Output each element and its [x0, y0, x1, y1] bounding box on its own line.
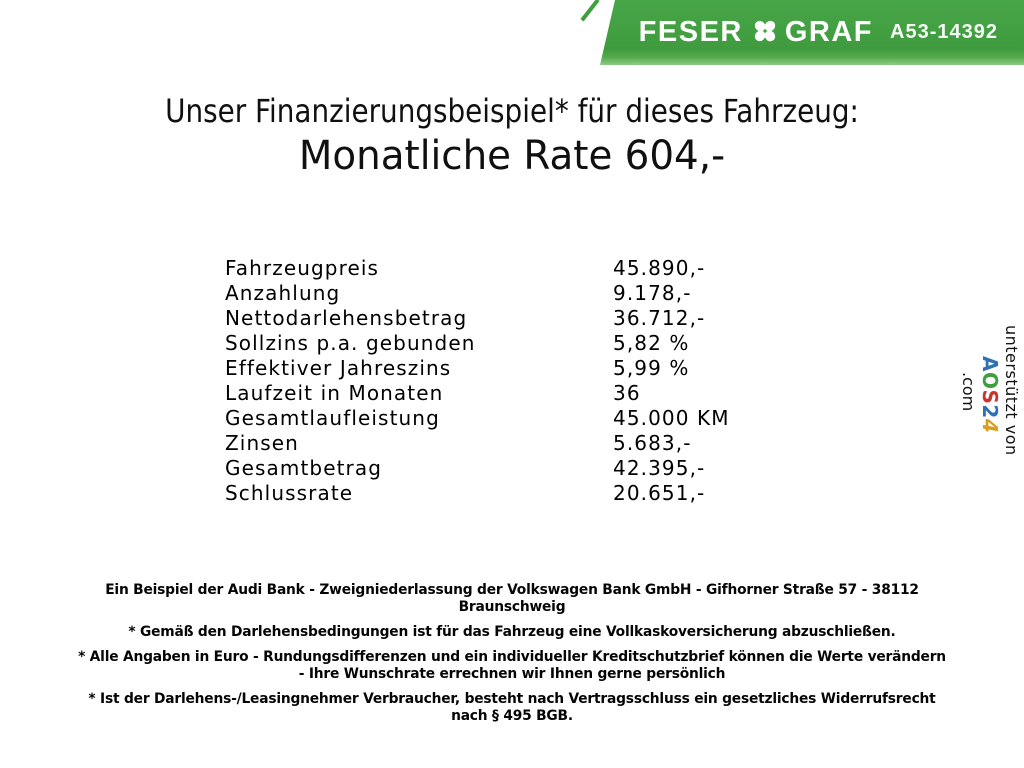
- banner-accent-stripe: [580, 0, 600, 22]
- aos24-domain-suffix: .com: [959, 372, 978, 412]
- aos24-letter-a: A: [978, 356, 1002, 373]
- finance-value: 45.890,-: [613, 256, 706, 280]
- footer-line: nach § 495 BGB.: [451, 708, 573, 724]
- footer-line: Ein Beispiel der Audi Bank - Zweignieder…: [105, 582, 919, 598]
- finance-label: Laufzeit in Monaten: [225, 381, 444, 405]
- supported-by-label: unterstützt von: [1002, 324, 1021, 456]
- aos24-letter-o: O: [978, 372, 1002, 390]
- table-row: Schlussrate 20.651,-: [225, 481, 730, 506]
- table-row: Nettodarlehensbetrag 36.712,-: [225, 306, 730, 331]
- finance-value: 9.178,-: [613, 281, 692, 305]
- brand-graf: GRAF: [784, 16, 874, 48]
- aos24-digit-2: 2: [978, 404, 1002, 420]
- finance-label: Nettodarlehensbetrag: [225, 306, 468, 330]
- footer-paragraph-bank: Ein Beispiel der Audi Bank - Zweignieder…: [0, 582, 1024, 616]
- finance-value: 5,99 %: [613, 356, 690, 380]
- table-row: Gesamtlaufleistung 45.000 KM: [225, 406, 730, 431]
- finance-label: Effektiver Jahreszins: [225, 356, 452, 380]
- title-block: Unser Finanzierungsbeispiel* für dieses …: [0, 92, 1024, 179]
- supported-by-sidebar: unterstützt von AOS24 .com: [959, 240, 1021, 540]
- footer-paragraph-widerruf: * Ist der Darlehens-/Leasingnehmer Verbr…: [0, 691, 1024, 725]
- footer-line: - Ihre Wunschrate errechnen wir Ihnen ge…: [298, 666, 726, 682]
- finance-value: 42.395,-: [613, 456, 706, 480]
- brand-feser: FESER: [638, 16, 743, 48]
- finance-label: Schlussrate: [225, 481, 354, 505]
- table-row: Gesamtbetrag 42.395,-: [225, 456, 730, 481]
- finance-value: 36.712,-: [613, 306, 706, 330]
- aos24-digit-4: 4: [978, 419, 1002, 434]
- finance-value: 36: [613, 381, 641, 405]
- finance-label: Fahrzeugpreis: [225, 256, 380, 280]
- table-row: Fahrzeugpreis 45.890,-: [225, 256, 730, 281]
- table-row: Laufzeit in Monaten 36: [225, 381, 730, 406]
- vehicle-id: A53-14392: [890, 21, 998, 43]
- monthly-rate-title: Monatliche Rate 604,-: [298, 133, 726, 179]
- aos24-logo: AOS24: [978, 356, 1002, 433]
- page-title: Unser Finanzierungsbeispiel* für dieses …: [165, 92, 859, 130]
- finance-table: Fahrzeugpreis 45.890,- Anzahlung 9.178,-…: [225, 256, 730, 506]
- clover-icon: [752, 18, 778, 48]
- finance-label: Gesamtlaufleistung: [225, 406, 440, 430]
- finance-label: Gesamtbetrag: [225, 456, 383, 480]
- finance-label: Zinsen: [225, 431, 299, 455]
- finance-label: Anzahlung: [225, 281, 341, 305]
- brand-banner: FESER GRAF A53-14392: [600, 0, 1024, 65]
- finance-value: 45.000 KM: [613, 406, 730, 430]
- footer-line: * Alle Angaben in Euro - Rundungsdiffere…: [78, 649, 946, 665]
- footer-paragraph-vollkasko: * Gemäß den Darlehensbedingungen ist für…: [0, 624, 1024, 641]
- finance-value: 5.683,-: [613, 431, 692, 455]
- finance-label: Sollzins p.a. gebunden: [225, 331, 476, 355]
- finance-value: 20.651,-: [613, 481, 706, 505]
- footer-disclaimer: Ein Beispiel der Audi Bank - Zweignieder…: [0, 582, 1024, 733]
- finance-value: 5,82 %: [613, 331, 690, 355]
- table-row: Zinsen 5.683,-: [225, 431, 730, 456]
- footer-line: Braunschweig: [458, 599, 566, 615]
- footer-line: * Gemäß den Darlehensbedingungen ist für…: [128, 624, 896, 640]
- table-row: Sollzins p.a. gebunden 5,82 %: [225, 331, 730, 356]
- table-row: Anzahlung 9.178,-: [225, 281, 730, 306]
- footer-paragraph-angaben: * Alle Angaben in Euro - Rundungsdiffere…: [0, 649, 1024, 683]
- footer-line: * Ist der Darlehens-/Leasingnehmer Verbr…: [88, 691, 936, 707]
- aos24-letter-s: S: [978, 389, 1002, 405]
- table-row: Effektiver Jahreszins 5,99 %: [225, 356, 730, 381]
